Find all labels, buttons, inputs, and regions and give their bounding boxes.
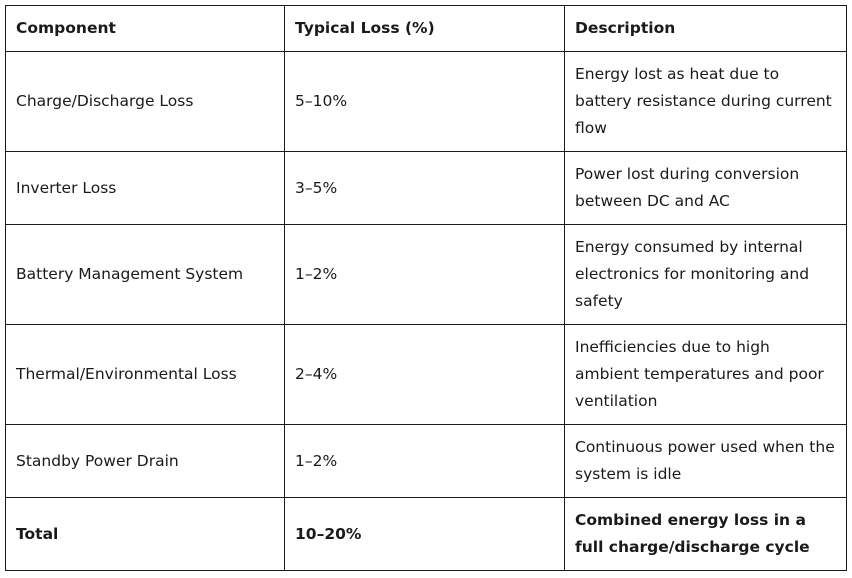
description-cell: Energy consumed by internal electronics … [564,224,847,325]
total-loss-cell: 10–20% [284,497,565,571]
energy-loss-table: Component Typical Loss (%) Description C… [5,5,847,571]
table-row: Battery Management System 1–2% Energy co… [5,224,847,325]
loss-cell: 1–2% [284,424,565,498]
component-cell: Inverter Loss [5,151,285,225]
table-row: Standby Power Drain 1–2% Continuous powe… [5,424,847,498]
loss-cell: 5–10% [284,51,565,152]
table-row: Charge/Discharge Loss 5–10% Energy lost … [5,51,847,152]
description-cell: Inefficiencies due to high ambient tempe… [564,324,847,425]
component-cell: Battery Management System [5,224,285,325]
table-row-total: Total 10–20% Combined energy loss in a f… [5,497,847,571]
total-label-cell: Total [5,497,285,571]
header-description: Description [564,5,847,52]
loss-cell: 2–4% [284,324,565,425]
header-typical-loss: Typical Loss (%) [284,5,565,52]
component-cell: Charge/Discharge Loss [5,51,285,152]
table-row: Inverter Loss 3–5% Power lost during con… [5,151,847,225]
table-header-row: Component Typical Loss (%) Description [5,5,847,52]
description-cell: Power lost during conversion between DC … [564,151,847,225]
component-cell: Standby Power Drain [5,424,285,498]
component-cell: Thermal/Environmental Loss [5,324,285,425]
loss-cell: 1–2% [284,224,565,325]
description-cell: Energy lost as heat due to battery resis… [564,51,847,152]
table-row: Thermal/Environmental Loss 2–4% Ineffici… [5,324,847,425]
loss-cell: 3–5% [284,151,565,225]
header-component: Component [5,5,285,52]
total-description-cell: Combined energy loss in a full charge/di… [564,497,847,571]
description-cell: Continuous power used when the system is… [564,424,847,498]
